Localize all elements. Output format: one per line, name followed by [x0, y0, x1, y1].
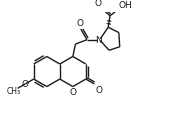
- Text: O: O: [95, 86, 102, 94]
- Text: CH₃: CH₃: [7, 86, 21, 95]
- Text: N: N: [95, 36, 102, 45]
- Text: O: O: [22, 80, 29, 89]
- Text: O: O: [77, 19, 84, 28]
- Text: O: O: [69, 88, 76, 97]
- Text: OH: OH: [119, 1, 133, 10]
- Text: O: O: [94, 0, 101, 8]
